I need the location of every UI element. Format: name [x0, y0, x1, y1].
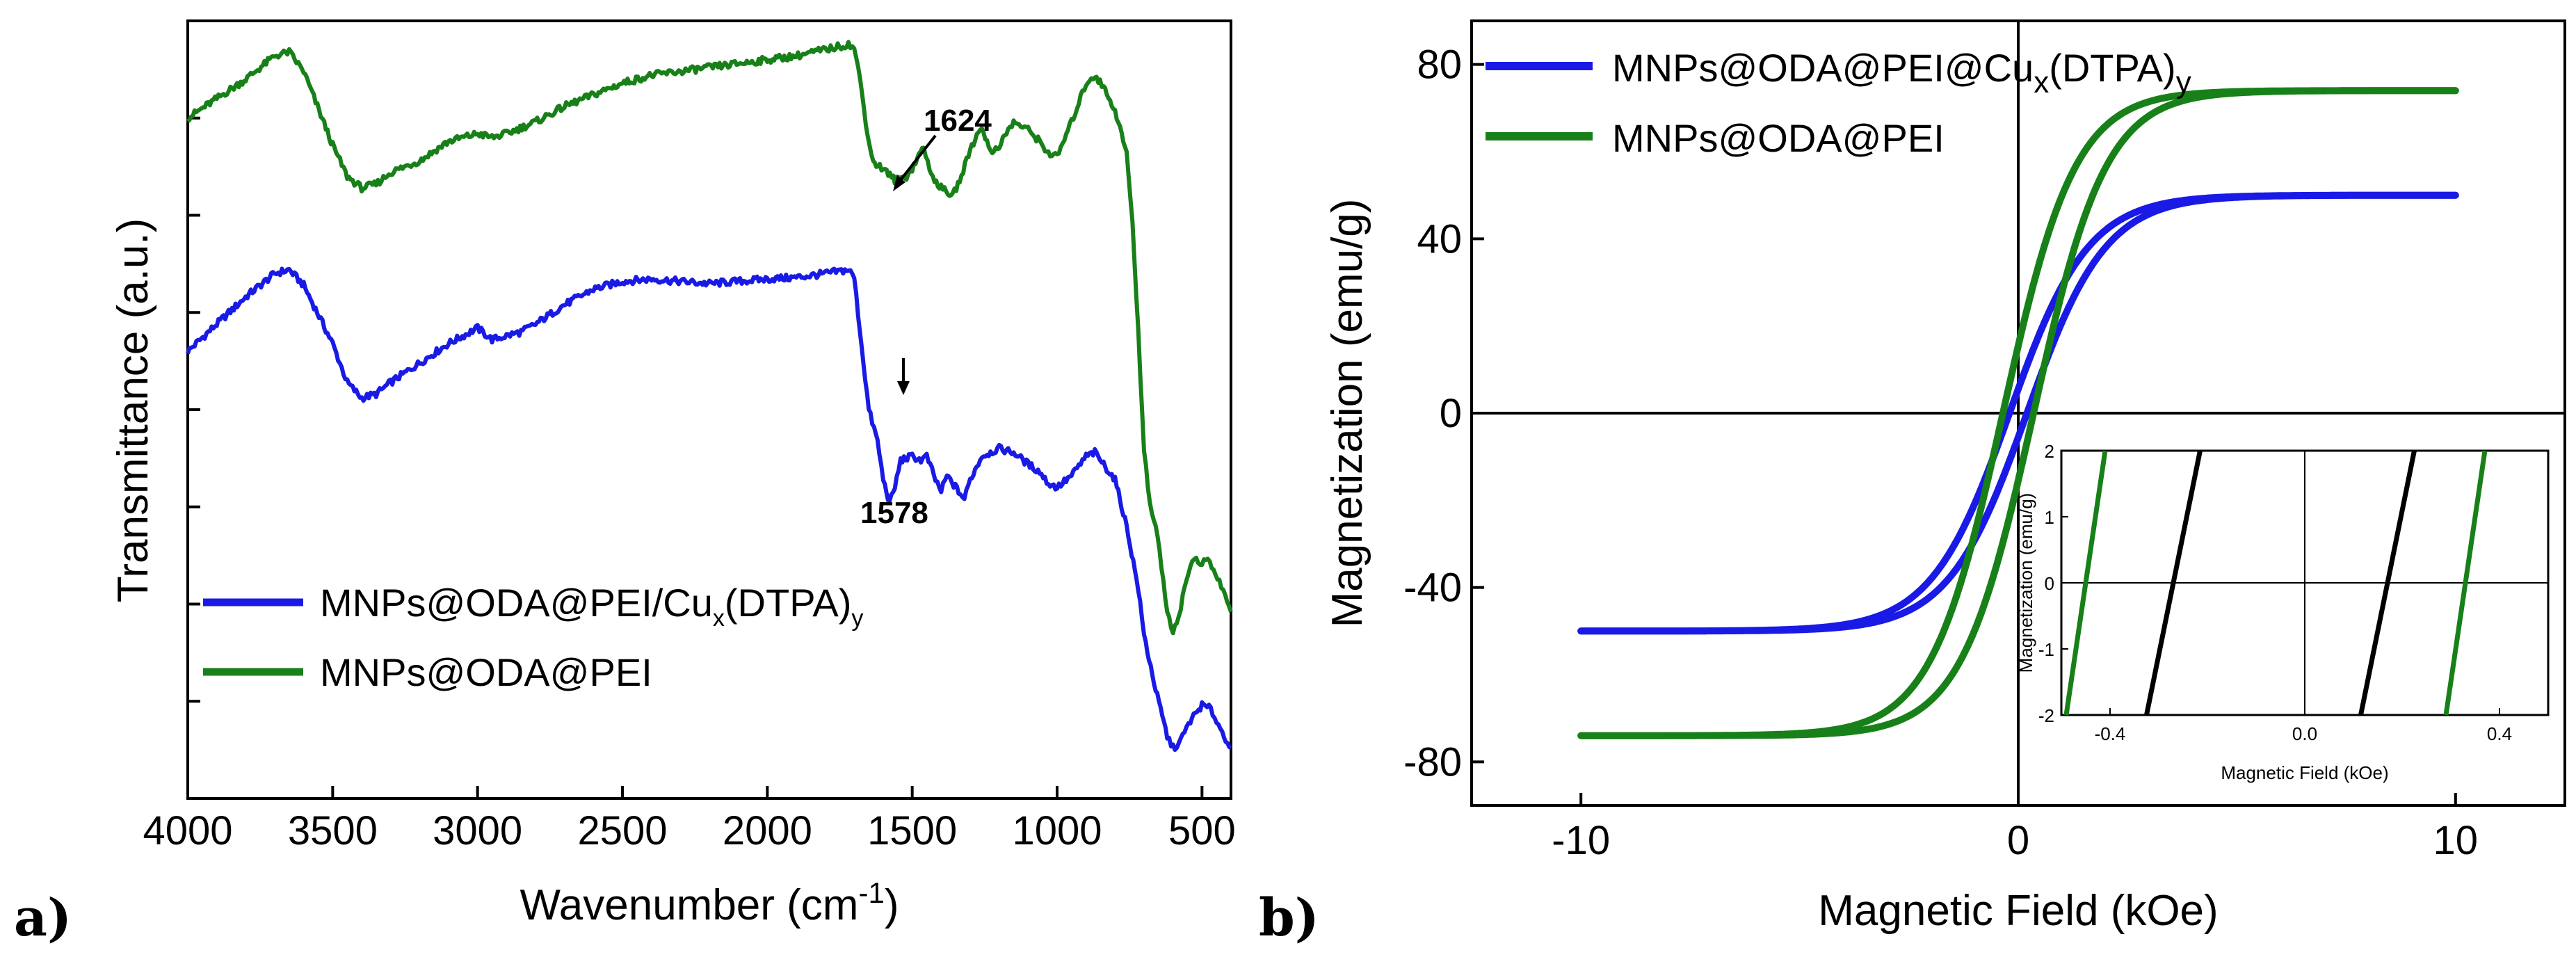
panel-a-xlabel-close: ): [885, 881, 899, 929]
panel-b-x-ticks: -10 0 10: [1552, 793, 2478, 863]
b-ytick-label-2: 0: [1440, 391, 1462, 436]
inset-x-ticks: -0.4 0.0 0.4: [2095, 708, 2512, 744]
inset-ytick-label-3: -1: [2038, 639, 2054, 660]
legend-b-label-pei: MNPs@ODA@PEI: [1612, 116, 1945, 160]
a-xtick-label-2: 3000: [433, 808, 522, 853]
a-xtick-label-6: 1000: [1012, 808, 1102, 853]
panel-a-x-axis-title: Wavenumber (cm-1): [520, 876, 899, 929]
legend-b-cu-sub-x: x: [2034, 65, 2049, 99]
inset-y-axis-title: Magnetization (emu/g): [2015, 493, 2036, 673]
panel-a-xlabel-main: Wavenumber (cm: [520, 881, 859, 929]
inset-xtick-label-1: 0.0: [2292, 723, 2317, 744]
a-xtick-label-5: 1500: [867, 808, 957, 853]
legend-b-cu-sub-y: y: [2176, 65, 2191, 99]
annotation-1624-arrow: [896, 134, 937, 186]
b-ytick-label-1: 40: [1417, 216, 1462, 262]
annotation-1624-label: 1624: [924, 104, 992, 138]
inset-ytick-label-0: 2: [2045, 441, 2054, 462]
annotation-1624: 1624: [893, 104, 992, 191]
a-xtick-label-1: 3500: [288, 808, 378, 853]
panel-b-label: b): [1259, 888, 1319, 948]
legend-b-cu-name: MNPs@ODA@PEI@Cu: [1612, 46, 2034, 90]
inset-chart: -0.4 0.0 0.4 210-1-2 Magnetic Field (kOe) …: [2015, 441, 2550, 783]
annotation-1624-arrowhead: [893, 175, 905, 191]
b-loop-ascending-1: [1577, 87, 2459, 739]
legend-b-cu-mid: (DTPA): [2049, 46, 2176, 90]
inset-ytick-label-1: 1: [2045, 507, 2054, 528]
b-ytick-label-0: 80: [1417, 42, 1462, 88]
panel-b-legend: MNPs@ODA@PEI@Cux(DTPA)y MNPs@ODA@PEI: [1486, 46, 2191, 160]
a-xtick-label-7: 500: [1168, 808, 1236, 853]
inset-xtick-label-0: -0.4: [2095, 723, 2126, 744]
inset-x-axis-title: Magnetic Field (kOe): [2221, 762, 2388, 783]
annotation-1578-label: 1578: [860, 496, 928, 530]
panel-b-zero-axes: [1472, 21, 2565, 805]
legend-cu-sub-x: x: [713, 605, 725, 632]
annotation-1578: 1578: [860, 358, 928, 530]
panel-a-y-ticks: [188, 116, 200, 703]
a-xtick-label-0: 4000: [143, 808, 232, 853]
panel-b-x-axis-title: Magnetic Field (kOe): [1818, 887, 2218, 935]
b-loop-ascending-0: [1577, 191, 2459, 635]
legend-cu-name: MNPs@ODA@PEI/Cu: [320, 581, 713, 625]
panel-b-series: [1577, 87, 2459, 739]
a-xtick-label-4: 2000: [723, 808, 812, 853]
inset-xtick-label-2: 0.4: [2487, 723, 2512, 744]
panel-a: a) 4000 3500 3000 2500 2000 1500 1000 500 Waven…: [14, 19, 1236, 948]
inset-ytick-label-2: 0: [2045, 573, 2054, 594]
a-series-line-1: [186, 40, 1233, 636]
b-ytick-label-4: -80: [1403, 739, 1462, 785]
inset-series: [2063, 450, 2488, 716]
panel-a-series: [186, 40, 1233, 753]
annotation-1578-arrowhead: [897, 381, 910, 395]
panel-a-x-ticks: 4000 3500 3000 2500 2000 1500 1000 500: [143, 786, 1236, 853]
panel-b-y-axis-title: Magnetization (emu/g): [1323, 199, 1371, 628]
panel-a-label: a): [14, 888, 72, 948]
inset-line-black-1: [2358, 450, 2417, 716]
panel-a-xlabel-sup: -1: [858, 876, 884, 909]
a-xtick-label-3: 2500: [577, 808, 667, 853]
b-xtick-label-0: -10: [1552, 818, 1610, 863]
legend-label-pei: MNPs@ODA@PEI: [320, 650, 652, 694]
b-ytick-label-3: -40: [1403, 565, 1462, 611]
legend-label-cu: MNPs@ODA@PEI/Cux(DTPA)y: [320, 581, 863, 632]
b-xtick-label-2: 10: [2433, 818, 2479, 863]
legend-cu-sub-y: y: [851, 605, 863, 632]
inset-ytick-label-4: -2: [2038, 705, 2054, 726]
a-series-line-0: [186, 266, 1232, 753]
legend-cu-mid: (DTPA): [725, 581, 852, 625]
panel-b-y-ticks: 80 40 0 -40 -80: [1403, 42, 1484, 785]
inset-y-ticks: 2 1 0 -1 -2: [2038, 441, 2068, 726]
inset-line-green-0: [2063, 450, 2108, 716]
inset-line-green-1: [2443, 450, 2488, 716]
panel-a-y-axis-title: Transmittance (a.u.): [109, 218, 157, 602]
inset-line-black-0: [2144, 450, 2203, 716]
b-xtick-label-1: 0: [2007, 818, 2029, 863]
legend-b-label-cu: MNPs@ODA@PEI@Cux(DTPA)y: [1612, 46, 2191, 99]
panel-a-legend: MNPs@ODA@PEI/Cux(DTPA)y MNPs@ODA@PEI: [203, 581, 863, 694]
